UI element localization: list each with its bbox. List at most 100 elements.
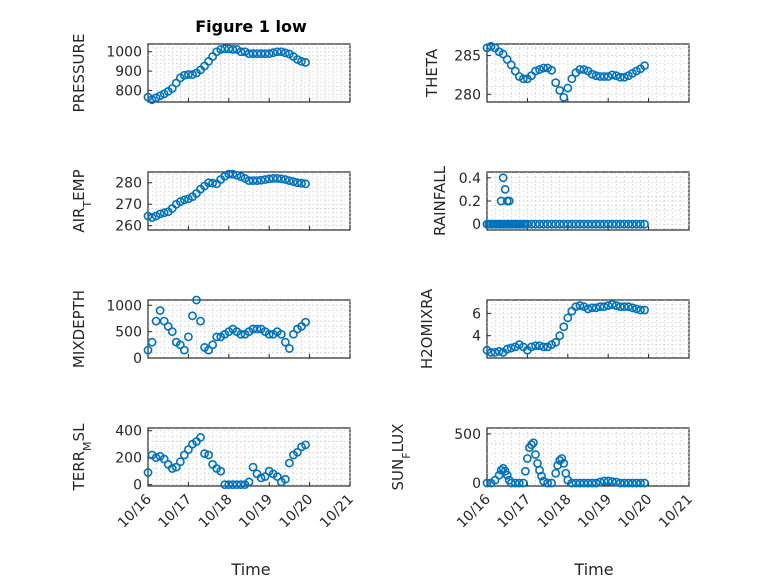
data-point xyxy=(260,49,270,59)
data-point xyxy=(256,49,266,59)
subplot-air-temp: AIRTEMP 260 270 280 xyxy=(70,169,351,235)
data-point xyxy=(502,55,512,64)
data-point xyxy=(236,329,246,339)
data-point xyxy=(603,219,613,229)
data-point xyxy=(268,174,278,183)
data-point xyxy=(523,219,532,229)
data-point xyxy=(490,348,500,357)
data-point xyxy=(571,302,581,312)
data-point xyxy=(151,453,161,463)
data-point xyxy=(619,302,629,312)
data-point xyxy=(264,329,274,339)
data-point xyxy=(539,63,548,73)
data-point xyxy=(167,327,177,337)
data-point xyxy=(248,49,258,59)
y-tick-label: 500 xyxy=(115,325,142,341)
data-point xyxy=(632,304,641,314)
data-point xyxy=(284,176,294,185)
data-point xyxy=(555,331,565,341)
data-point xyxy=(579,219,589,229)
data-point xyxy=(272,472,282,481)
data-point xyxy=(624,219,633,229)
data-point xyxy=(628,478,637,488)
x-tick-label: 10/16 xyxy=(454,491,494,531)
data-point xyxy=(301,317,310,327)
data-point xyxy=(559,458,569,468)
data-point xyxy=(587,478,597,488)
data-point xyxy=(196,433,205,442)
plot-area xyxy=(147,427,351,487)
data-point xyxy=(494,346,504,356)
data-point xyxy=(301,57,310,67)
data-point xyxy=(192,295,201,305)
xlabel-left: Time xyxy=(230,560,270,579)
data-point xyxy=(212,332,222,342)
x-tick-label: 10/19 xyxy=(236,492,276,532)
y-tick-label: 200 xyxy=(115,451,142,467)
data-point xyxy=(228,45,238,54)
data-point xyxy=(264,49,274,59)
data-point xyxy=(244,176,254,185)
data-point xyxy=(183,70,193,79)
data-point xyxy=(167,464,177,473)
data-point xyxy=(293,178,302,188)
data-point xyxy=(272,174,282,183)
data-point xyxy=(563,83,573,93)
data-point xyxy=(175,197,185,207)
x-tick-label: 10/19 xyxy=(575,492,615,532)
data-point xyxy=(603,476,613,486)
data-point xyxy=(567,478,577,488)
y-tick-label: 500 xyxy=(454,427,481,443)
data-point xyxy=(575,65,585,74)
data-point xyxy=(595,302,605,312)
data-point xyxy=(611,477,621,487)
data-point xyxy=(297,178,306,188)
data-point xyxy=(280,474,290,484)
y-tick-label: 1000 xyxy=(106,298,142,314)
data-point xyxy=(232,170,242,180)
data-point xyxy=(539,342,548,352)
data-point xyxy=(603,72,613,81)
data-point xyxy=(510,478,520,488)
data-point xyxy=(531,66,540,76)
y-tick-label: 0.2 xyxy=(459,194,481,210)
data-point xyxy=(640,61,649,71)
data-point xyxy=(159,454,169,464)
data-point xyxy=(529,438,538,448)
data-point xyxy=(603,301,613,310)
data-point xyxy=(486,41,496,51)
data-point xyxy=(587,69,597,79)
y-tick-label: 270 xyxy=(115,197,142,213)
subplot-terr-msl: TERRMSL 0 200 400 10/16 10/17 10/18 10/19 10/20… xyxy=(70,423,357,531)
data-point xyxy=(571,219,581,229)
data-point xyxy=(500,184,510,194)
y-tick-label: 0 xyxy=(472,217,481,233)
data-point xyxy=(579,478,589,488)
data-point xyxy=(204,450,213,460)
data-point xyxy=(179,450,189,460)
data-point xyxy=(248,324,258,334)
data-point xyxy=(559,92,569,102)
data-point xyxy=(276,47,286,57)
data-point xyxy=(557,454,567,463)
data-point xyxy=(244,477,254,487)
data-point xyxy=(547,478,557,488)
data-point xyxy=(615,72,625,82)
data-point xyxy=(220,480,230,490)
data-point xyxy=(208,178,218,188)
data-point xyxy=(583,478,593,488)
data-point xyxy=(583,304,593,314)
data-point xyxy=(527,342,536,352)
data-point xyxy=(563,219,573,229)
ylabel-theta: THETA xyxy=(423,48,441,98)
data-point xyxy=(280,175,290,184)
data-point xyxy=(583,219,593,229)
data-point xyxy=(595,477,605,487)
data-point xyxy=(502,470,512,480)
data-point xyxy=(256,473,266,483)
data-point xyxy=(611,219,621,229)
data-point xyxy=(143,345,153,355)
x-tick-label: 10/16 xyxy=(115,491,155,531)
data-point xyxy=(264,174,274,184)
data-point xyxy=(599,302,609,312)
